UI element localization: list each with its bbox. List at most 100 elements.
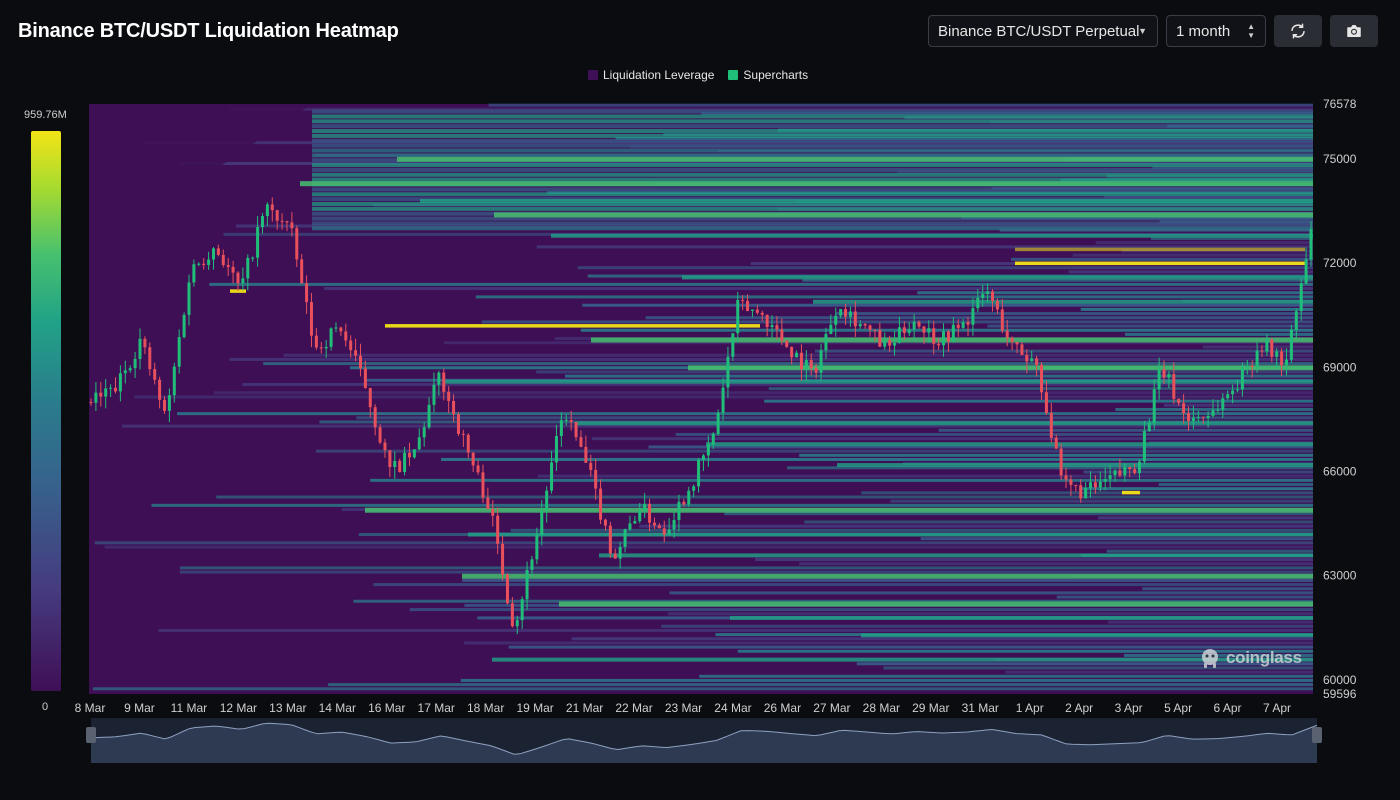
refresh-button[interactable]: [1274, 15, 1322, 47]
legend-item-liquidation-leverage[interactable]: Liquidation Leverage: [588, 68, 714, 82]
candle-body: [334, 327, 338, 329]
heat-band: [242, 382, 1313, 386]
candle-body: [1167, 374, 1171, 378]
heat-band: [1106, 549, 1313, 553]
heat-band: [216, 495, 1313, 499]
candle-body: [94, 392, 98, 403]
candle-body: [197, 263, 201, 265]
heat-band: [324, 287, 1313, 291]
color-scale-min: 0: [42, 701, 49, 713]
navigator-handle-left[interactable]: [86, 727, 96, 743]
candle-body: [344, 331, 348, 341]
heat-band-upper: [312, 129, 1313, 134]
heat-band: [675, 432, 1313, 436]
heat-band: [151, 503, 1314, 507]
candle-body: [844, 309, 848, 317]
candle-body: [280, 220, 284, 222]
candle-body: [1113, 470, 1117, 476]
candle-body: [231, 266, 235, 273]
x-axis-tick-label: 21 Mar: [566, 701, 603, 715]
candle-body: [775, 325, 779, 330]
candle-body: [378, 427, 382, 443]
brand-name: coinglass: [1226, 648, 1302, 667]
candle-body: [1206, 415, 1210, 418]
heat-band: [787, 466, 1313, 470]
candle-body: [1059, 448, 1063, 476]
heat-level-medium: [730, 615, 1313, 620]
heat-band: [883, 666, 1313, 670]
x-axis-tick-label: 29 Mar: [912, 701, 949, 715]
candle-body: [1035, 358, 1039, 365]
heat-band: [804, 520, 1313, 524]
heat-band: [1104, 195, 1313, 199]
candle-body: [1142, 431, 1146, 462]
navigator-line: [90, 722, 1318, 755]
heat-band: [93, 687, 1314, 691]
x-axis-tick-label: 24 Mar: [714, 701, 751, 715]
heat-level-medium: [444, 379, 1313, 384]
y-axis-tick-label: 69000: [1323, 360, 1357, 374]
market-select-value: Binance BTC/USDT Perpetual: [938, 22, 1140, 40]
candle-body: [1304, 259, 1308, 284]
heat-band: [315, 449, 1313, 453]
market-select[interactable]: Binance BTC/USDT Perpetual ▼: [928, 15, 1158, 47]
candle-body: [515, 620, 519, 627]
candle-body: [672, 519, 676, 530]
candle-body: [393, 460, 397, 467]
candle-body: [927, 328, 931, 333]
heat-level-medium: [551, 233, 1313, 238]
candle-body: [471, 452, 475, 466]
candle-body: [1118, 470, 1122, 476]
candle-body: [456, 414, 460, 434]
candle-body: [319, 347, 323, 349]
candle-body: [285, 221, 289, 223]
candle-body: [721, 387, 725, 413]
heat-band-upper: [312, 226, 1313, 231]
x-axis-tick-label: 3 Apr: [1115, 701, 1143, 715]
candle-body: [309, 302, 313, 336]
candle-body: [907, 329, 911, 334]
heat-level-strong: [494, 212, 1313, 218]
heat-band: [661, 624, 1313, 628]
candle-body: [633, 521, 637, 524]
color-scale-bar: [31, 131, 61, 691]
candle-body: [1231, 390, 1235, 395]
candle-body: [177, 337, 181, 367]
heat-band: [799, 453, 1313, 457]
screenshot-button[interactable]: [1330, 15, 1378, 47]
candle-body: [530, 559, 534, 570]
candle-body: [1289, 329, 1293, 360]
candle-body: [486, 497, 490, 509]
candle-body: [354, 350, 358, 356]
updown-icon: ▲ ▼: [1247, 22, 1255, 40]
time-range-select[interactable]: 1 month ▲ ▼: [1166, 15, 1266, 47]
x-axis-tick-label: 17 Mar: [418, 701, 455, 715]
candle-body: [981, 294, 985, 298]
candle-body: [442, 372, 446, 392]
y-axis-tick-label: 60000: [1323, 673, 1357, 687]
candle-body: [937, 343, 941, 346]
refresh-icon: [1291, 23, 1305, 39]
candle-body: [265, 204, 269, 217]
heat-band-upper: [312, 124, 1313, 129]
candle-body: [388, 450, 392, 467]
candle-body: [221, 254, 225, 265]
legend-swatch: [588, 70, 598, 80]
candle-body: [677, 501, 681, 520]
candle-body: [760, 312, 764, 315]
candle-body: [148, 347, 152, 370]
candle-body: [314, 335, 318, 348]
navigator-handle-right[interactable]: [1312, 727, 1322, 743]
candle-body: [1010, 337, 1014, 343]
legend-item-supercharts[interactable]: Supercharts: [728, 68, 808, 82]
candle-body: [589, 462, 593, 470]
candle-body: [89, 402, 93, 404]
candle-body: [1093, 482, 1097, 488]
candle-body: [814, 368, 818, 373]
candle-body: [104, 388, 108, 397]
candle-body: [505, 574, 509, 604]
candle-body: [1152, 389, 1156, 424]
candle-body: [961, 322, 965, 328]
candle-body: [883, 340, 887, 347]
